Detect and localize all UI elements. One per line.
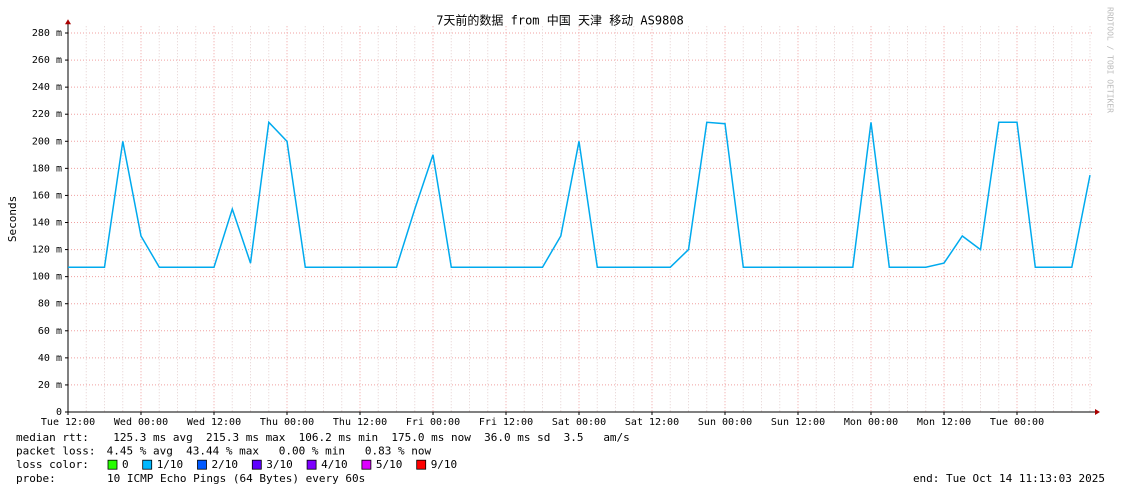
legend-swatch bbox=[416, 459, 427, 470]
y-tick-label: 120 m bbox=[32, 245, 62, 256]
y-axis-label: Seconds bbox=[6, 196, 19, 242]
y-tick-label: 60 m bbox=[38, 326, 62, 337]
legend-swatch bbox=[361, 459, 372, 470]
y-tick-label: 240 m bbox=[32, 82, 62, 93]
legend-swatch bbox=[142, 459, 153, 470]
legend-label: packet loss: bbox=[16, 445, 95, 458]
legend-label: 1/10 bbox=[157, 458, 184, 471]
x-tick-label: Mon 12:00 bbox=[917, 417, 971, 428]
y-tick-label: 80 m bbox=[38, 299, 62, 310]
x-tick-label: Sun 00:00 bbox=[698, 417, 752, 428]
x-tick-label: Wed 12:00 bbox=[187, 417, 241, 428]
legend-swatch bbox=[306, 459, 317, 470]
y-tick-label: 180 m bbox=[32, 163, 62, 174]
x-tick-label: Tue 00:00 bbox=[990, 417, 1044, 428]
legend-swatch bbox=[107, 459, 118, 470]
legend-label: 3/10 bbox=[266, 458, 293, 471]
x-tick-label: Sun 12:00 bbox=[771, 417, 825, 428]
legend-label: 4/10 bbox=[321, 458, 348, 471]
x-tick-label: Tue 12:00 bbox=[41, 417, 95, 428]
x-tick-label: Sat 00:00 bbox=[552, 417, 606, 428]
y-tick-label: 140 m bbox=[32, 218, 62, 229]
axis-arrow bbox=[1095, 409, 1100, 415]
y-tick-label: 0 bbox=[56, 407, 62, 418]
end-time: end: Tue Oct 14 11:13:03 2025 bbox=[913, 472, 1105, 485]
x-tick-label: Mon 00:00 bbox=[844, 417, 898, 428]
stats: 125.3 ms avg 215.3 ms max 106.2 ms min 1… bbox=[100, 431, 630, 444]
chart-title: 7天前的数据 from 中国 天津 移动 AS9808 bbox=[436, 13, 684, 28]
y-tick-label: 280 m bbox=[32, 28, 62, 39]
y-tick-label: 160 m bbox=[32, 190, 62, 201]
legend-label: 5/10 bbox=[376, 458, 403, 471]
y-tick-label: 20 m bbox=[38, 380, 62, 391]
legend-label: 0 bbox=[122, 458, 129, 471]
line-series bbox=[68, 120, 1091, 268]
y-tick-label: 220 m bbox=[32, 109, 62, 120]
y-tick-label: 40 m bbox=[38, 353, 62, 364]
x-tick-label: Thu 12:00 bbox=[333, 417, 387, 428]
y-tick-label: 260 m bbox=[32, 55, 62, 66]
probe: 10 ICMP Echo Pings (64 Bytes) every 60s bbox=[107, 472, 365, 485]
legend-swatch bbox=[197, 459, 207, 470]
x-tick-label: Sat 12:00 bbox=[625, 417, 679, 428]
x-tick-label: Wed 00:00 bbox=[114, 417, 168, 428]
y-tick-label: 200 m bbox=[32, 136, 62, 147]
legend-label: 9/10 bbox=[431, 458, 458, 471]
legend-label: probe: bbox=[16, 472, 56, 485]
x-tick-label: Thu 00:00 bbox=[260, 417, 314, 428]
y-tick-label: 100 m bbox=[32, 272, 62, 283]
legend-label: 2/10 bbox=[212, 458, 239, 471]
watermark: RRDTOOL / TOBI OETIKER bbox=[1106, 7, 1115, 113]
legend-label: median rtt: bbox=[16, 431, 89, 444]
x-tick-label: Fri 12:00 bbox=[479, 417, 533, 428]
legend-label: loss color: bbox=[16, 458, 89, 471]
legend-swatch bbox=[251, 459, 262, 470]
stats: 4.45 % avg 43.44 % max 0.00 % min 0.83 %… bbox=[100, 445, 432, 458]
axis-arrow bbox=[65, 19, 71, 25]
x-tick-label: Fri 00:00 bbox=[406, 417, 460, 428]
